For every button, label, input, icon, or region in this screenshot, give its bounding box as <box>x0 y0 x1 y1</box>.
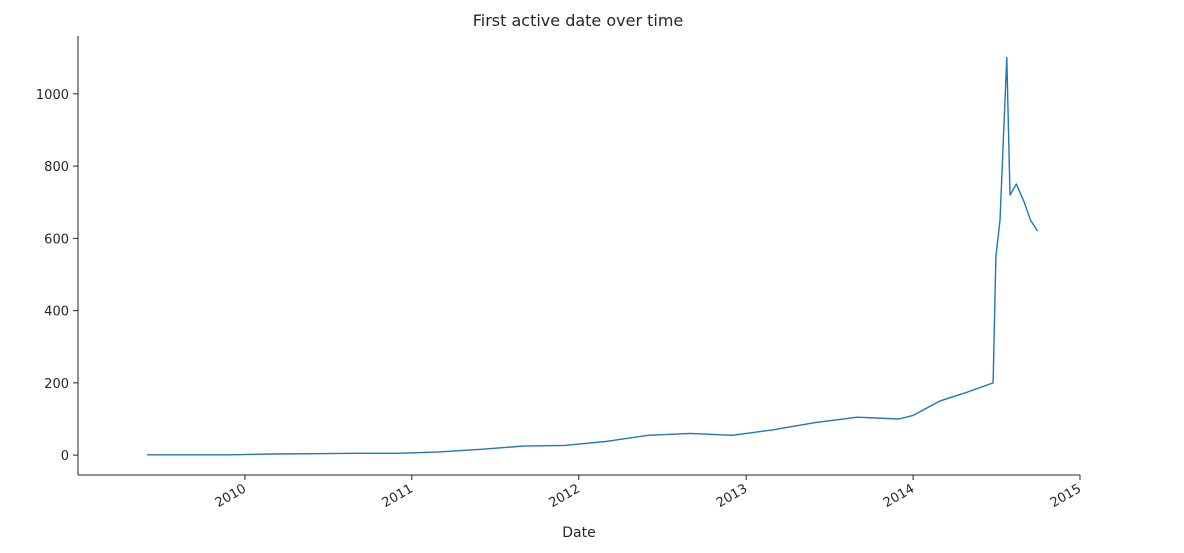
y-tick-label: 800 <box>44 160 69 175</box>
y-tick-label: 0 <box>61 449 69 464</box>
y-tick-label: 600 <box>44 232 69 247</box>
chart-title: First active date over time <box>473 11 684 30</box>
x-tick-label: 2010 <box>213 481 249 511</box>
y-tick-label: 1000 <box>36 88 69 103</box>
x-axis-label: Date <box>562 525 595 541</box>
y-tick-label: 200 <box>44 377 69 392</box>
x-tick-label: 2011 <box>380 481 416 511</box>
series-line-1 <box>147 57 1039 456</box>
x-tick-label: 2012 <box>547 481 583 511</box>
plot-area: 0 200 400 600 800 1000 2010 2011 2012 2013 2014 201… <box>36 36 1084 511</box>
x-tick-label: 2013 <box>714 481 750 511</box>
x-tick-label: 2014 <box>881 481 917 511</box>
x-tick-label: 2015 <box>1048 481 1084 511</box>
y-tick-label: 400 <box>44 305 69 320</box>
